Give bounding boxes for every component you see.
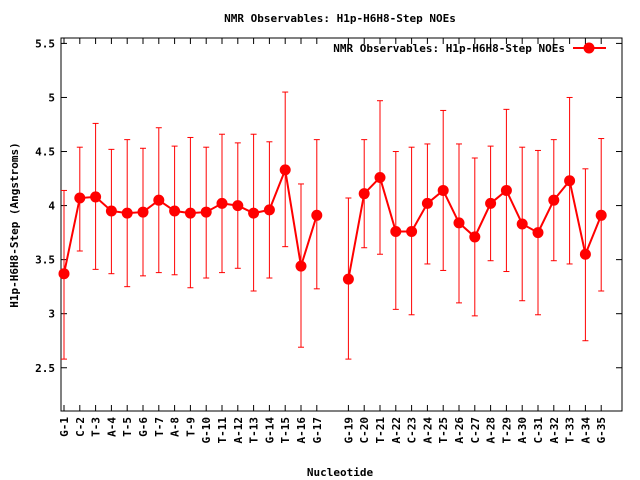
x-tick-label: T-3 [90, 417, 103, 437]
x-tick-label: T-29 [500, 417, 513, 444]
x-tick-label: C-23 [406, 417, 419, 444]
data-point [232, 200, 244, 212]
data-point [137, 206, 149, 218]
x-tick-label: T-9 [184, 417, 197, 437]
data-point [200, 206, 212, 218]
y-tick-label: 2.5 [35, 362, 55, 375]
data-point [453, 217, 465, 229]
x-tick-label: A-26 [453, 417, 466, 444]
x-tick-label: T-25 [437, 417, 450, 444]
x-tick-label: G-10 [200, 417, 213, 444]
data-point [169, 205, 181, 217]
legend-marker [583, 42, 595, 54]
data-point [500, 184, 512, 196]
y-axis-label: H1p-H6H8-Step (Angstroms) [8, 142, 21, 308]
y-tick-label: 5 [48, 91, 55, 104]
y-tick-label: 3.5 [35, 254, 55, 267]
x-tick-label: A-12 [232, 417, 245, 444]
data-points [58, 164, 607, 285]
data-point [516, 218, 528, 230]
y-axis: 2.5 3 3.5 4 4.5 5 5.5 [35, 37, 622, 375]
x-tick-label: A-34 [579, 417, 592, 444]
plot-area [60, 37, 623, 412]
data-point [90, 191, 102, 203]
data-point [406, 226, 418, 238]
x-tick-label: T-15 [279, 417, 292, 444]
data-point [579, 248, 591, 260]
x-tick-label: C-31 [532, 417, 545, 444]
x-tick-label: T-13 [248, 417, 261, 444]
data-point [390, 226, 402, 238]
data-point [105, 205, 117, 217]
x-tick-label: T-21 [374, 417, 387, 444]
y-tick-label: 5.5 [35, 37, 55, 50]
data-point [421, 197, 433, 209]
data-point [153, 194, 165, 206]
data-point [216, 197, 228, 209]
x-tick-label: C-2 [74, 417, 87, 437]
data-point [263, 204, 275, 216]
data-point [74, 192, 86, 204]
data-point [595, 209, 607, 221]
data-point [248, 207, 260, 219]
x-tick-label: A-4 [105, 417, 118, 437]
data-point [564, 175, 576, 187]
chart-title: NMR Observables: H1p-H6H8-Step NOEs [224, 12, 456, 25]
legend: NMR Observables: H1p-H6H8-Step NOEs [333, 42, 606, 55]
data-point [342, 273, 354, 285]
x-tick-label: T-7 [153, 417, 166, 437]
data-point [548, 194, 560, 206]
y-tick-label: 3 [48, 308, 55, 321]
x-tick-label: A-22 [390, 417, 403, 444]
x-tick-label: G-1 [58, 417, 71, 437]
plot-border [60, 37, 623, 412]
data-point [532, 227, 544, 239]
data-point [121, 207, 133, 219]
y-tick-label: 4 [48, 200, 55, 213]
legend-label: NMR Observables: H1p-H6H8-Step NOEs [333, 42, 565, 55]
x-tick-label: A-8 [169, 417, 182, 437]
y-tick-label: 4.5 [35, 146, 55, 159]
data-point [485, 197, 497, 209]
x-tick-label: T-33 [564, 417, 577, 444]
x-tick-label: G-35 [595, 417, 608, 444]
data-point [358, 188, 370, 200]
data-point [184, 207, 196, 219]
x-tick-label: A-16 [295, 417, 308, 444]
x-tick-label: A-30 [516, 417, 529, 444]
x-tick-label: G-14 [263, 417, 276, 444]
data-point [295, 260, 307, 272]
x-axis-label: Nucleotide [307, 466, 374, 479]
x-tick-label: A-24 [421, 417, 434, 444]
x-axis: G-1 C-2 T-3 A-4 T-5 G-6 T-7 A-8 T-9 G-10 T-11 A-12 T… [58, 38, 608, 444]
x-tick-label: A-32 [548, 417, 561, 444]
x-tick-label: G-6 [137, 417, 150, 437]
x-tick-label: T-11 [216, 417, 229, 444]
data-point [374, 171, 386, 183]
x-tick-label: G-17 [311, 417, 324, 444]
x-tick-label: C-27 [469, 417, 482, 444]
x-tick-label: C-20 [358, 417, 371, 444]
x-tick-label: A-28 [485, 417, 498, 444]
x-tick-label: G-19 [342, 417, 355, 444]
data-point [469, 231, 481, 243]
data-point [58, 268, 70, 280]
data-point [279, 164, 291, 176]
data-point [311, 209, 323, 221]
x-tick-label: T-5 [121, 417, 134, 437]
data-point [437, 184, 449, 196]
